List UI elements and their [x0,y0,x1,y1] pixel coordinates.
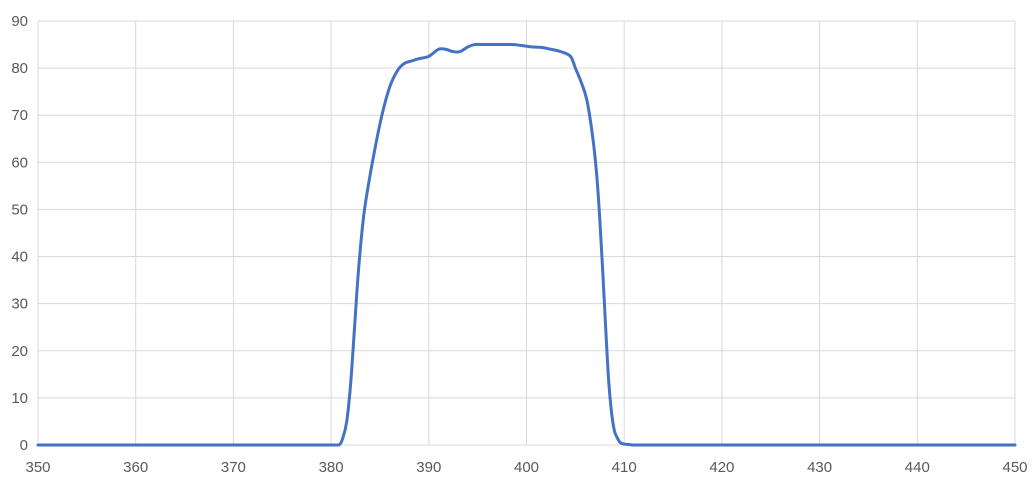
x-tick-label: 450 [1002,459,1027,476]
y-tick-label: 50 [11,201,28,218]
y-tick-label: 0 [20,437,28,454]
y-tick-label: 70 [11,107,28,124]
x-tick-label: 420 [709,459,734,476]
x-tick-label: 360 [123,459,148,476]
gridlines [37,20,1016,446]
y-tick-label: 20 [11,343,28,360]
y-tick-label: 90 [11,13,28,30]
series-line-0 [36,42,1017,447]
y-tick-label: 80 [11,60,28,77]
y-tick-label: 10 [11,390,28,407]
x-tick-label: 400 [514,459,539,476]
x-tick-label: 350 [25,459,50,476]
series-layer [36,42,1017,447]
x-tick-label: 410 [612,459,637,476]
x-axis-tick-labels: 350 360 370 380 390 400 410 420 430 440 450 [25,459,1027,476]
y-tick-label: 40 [11,249,28,266]
y-tick-label: 30 [11,296,28,313]
y-axis-tick-labels: 0 10 20 30 40 50 60 70 80 90 [11,13,28,454]
x-tick-label: 390 [416,459,441,476]
x-tick-label: 380 [319,459,344,476]
x-tick-label: 440 [905,459,930,476]
x-tick-label: 430 [807,459,832,476]
x-tick-label: 370 [221,459,246,476]
y-tick-label: 60 [11,154,28,171]
